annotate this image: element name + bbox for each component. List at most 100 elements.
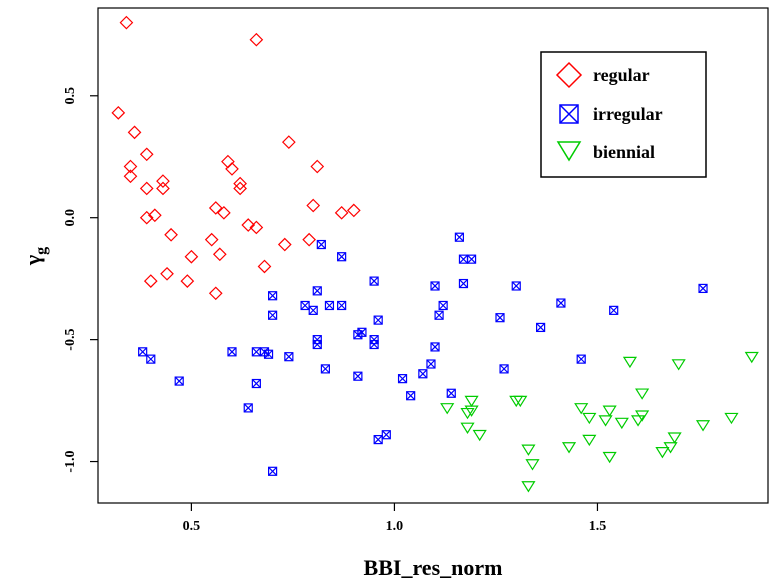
- y-axis-title-main: γ: [20, 255, 45, 266]
- point-regular: [184, 249, 199, 264]
- point-irregular: [466, 254, 477, 264]
- point-regular: [119, 15, 134, 30]
- point-biennial: [521, 444, 536, 456]
- series-regular: [111, 15, 361, 301]
- point-irregular: [511, 281, 521, 291]
- point-biennial: [509, 395, 524, 408]
- point-irregular: [312, 286, 322, 296]
- point-irregular: [251, 378, 261, 389]
- point-biennial: [598, 415, 613, 427]
- point-regular: [139, 147, 154, 162]
- point-irregular: [458, 278, 469, 289]
- point-irregular: [324, 300, 335, 311]
- point-biennial: [614, 417, 629, 430]
- y-tick-label: -0.5: [63, 329, 78, 351]
- point-regular: [156, 174, 170, 188]
- point-irregular: [556, 298, 566, 308]
- point-irregular: [146, 354, 156, 364]
- series-irregular: [138, 232, 708, 476]
- point-regular: [204, 232, 219, 247]
- series-biennial: [440, 351, 759, 493]
- point-biennial: [667, 432, 682, 444]
- point-regular: [241, 218, 256, 232]
- point-biennial: [582, 412, 597, 425]
- point-irregular: [369, 276, 379, 286]
- x-tick-label: 0.5: [183, 519, 201, 534]
- point-irregular: [406, 391, 416, 401]
- point-regular: [143, 274, 158, 288]
- point-irregular: [369, 339, 379, 350]
- point-irregular: [353, 330, 363, 340]
- point-biennial: [630, 415, 646, 427]
- point-irregular: [353, 371, 363, 381]
- point-irregular: [316, 239, 326, 250]
- point-irregular: [373, 435, 383, 445]
- point-regular: [249, 32, 264, 47]
- point-regular: [123, 159, 138, 174]
- point-regular: [139, 181, 154, 196]
- point-regular: [225, 162, 239, 176]
- point-regular: [233, 181, 247, 196]
- point-biennial: [724, 412, 739, 425]
- point-regular: [221, 154, 235, 169]
- point-irregular: [426, 359, 436, 369]
- point-regular: [346, 203, 361, 218]
- y-tick-label: 0.5: [63, 87, 78, 105]
- point-irregular: [268, 291, 278, 301]
- point-regular: [208, 286, 223, 301]
- point-irregular: [495, 313, 505, 323]
- point-irregular: [243, 403, 253, 413]
- legend-label-regular: regular: [593, 65, 650, 85]
- point-irregular: [320, 364, 330, 374]
- point-biennial: [460, 422, 475, 434]
- point-biennial: [744, 351, 759, 364]
- plot-frame: [97, 7, 769, 504]
- y-axis-title: γg: [20, 247, 50, 266]
- point-regular: [277, 237, 292, 252]
- point-biennial: [574, 403, 589, 415]
- point-regular: [306, 198, 321, 213]
- legend-label-biennial: biennial: [593, 142, 655, 162]
- point-regular: [208, 201, 223, 215]
- point-regular: [257, 259, 272, 274]
- point-irregular: [536, 322, 546, 333]
- point-regular: [147, 208, 162, 223]
- point-regular: [160, 266, 174, 281]
- point-regular: [310, 159, 325, 174]
- point-regular: [334, 205, 349, 220]
- legend-marker-regular: [555, 61, 583, 89]
- point-regular: [212, 247, 227, 262]
- point-regular: [123, 169, 138, 184]
- point-regular: [111, 106, 126, 120]
- point-regular: [302, 232, 317, 247]
- point-irregular: [698, 283, 708, 294]
- point-biennial: [440, 403, 455, 415]
- point-irregular: [381, 430, 391, 440]
- axis-ticks: 0.5 1.0 1.5 0.5 0.0 -0.5 -1.0: [63, 87, 606, 534]
- point-regular: [156, 181, 170, 196]
- y-axis-title-sub: g: [33, 247, 50, 255]
- point-biennial: [635, 388, 650, 400]
- point-biennial: [582, 434, 597, 447]
- point-irregular: [337, 300, 347, 311]
- point-irregular: [284, 352, 294, 362]
- point-irregular: [397, 374, 408, 384]
- x-tick-label: 1.5: [589, 519, 607, 534]
- point-irregular: [263, 349, 274, 359]
- point-irregular: [430, 342, 440, 352]
- y-tick-label: 0.0: [63, 209, 78, 227]
- point-regular: [249, 220, 264, 235]
- point-irregular: [418, 369, 428, 379]
- point-biennial: [521, 481, 536, 493]
- point-regular: [281, 135, 296, 149]
- point-irregular: [373, 315, 383, 325]
- x-axis-title: BBI_res_norm: [364, 555, 503, 580]
- point-biennial: [695, 420, 711, 432]
- point-irregular: [458, 254, 469, 264]
- point-irregular: [609, 305, 619, 315]
- point-regular: [164, 227, 178, 242]
- point-irregular: [312, 339, 322, 350]
- point-biennial: [602, 405, 617, 417]
- point-irregular: [268, 466, 278, 476]
